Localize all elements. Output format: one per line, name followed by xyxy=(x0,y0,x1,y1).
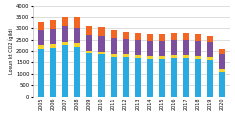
Bar xyxy=(147,59,153,97)
Bar xyxy=(38,30,44,45)
Bar xyxy=(62,42,68,45)
Bar xyxy=(98,52,105,55)
Bar xyxy=(183,58,189,97)
Y-axis label: Losun kt CO2 ígildi: Losun kt CO2 ígildi xyxy=(8,28,14,74)
Bar xyxy=(219,69,225,71)
Bar xyxy=(98,55,105,97)
Bar xyxy=(74,28,80,43)
Bar xyxy=(183,55,189,58)
Bar xyxy=(147,34,153,41)
Bar xyxy=(50,48,56,97)
Bar xyxy=(50,20,56,29)
Bar xyxy=(219,55,225,69)
Bar xyxy=(207,42,213,57)
Bar xyxy=(123,57,129,97)
Bar xyxy=(159,59,165,97)
Bar xyxy=(38,22,44,30)
Bar xyxy=(147,56,153,59)
Bar xyxy=(110,54,117,57)
Bar xyxy=(74,17,80,28)
Bar xyxy=(183,33,189,40)
Bar xyxy=(135,40,141,55)
Bar xyxy=(183,40,189,55)
Bar xyxy=(123,54,129,57)
Bar xyxy=(159,56,165,59)
Bar xyxy=(98,36,105,52)
Bar xyxy=(62,45,68,97)
Bar xyxy=(123,39,129,54)
Bar xyxy=(207,36,213,42)
Bar xyxy=(135,58,141,97)
Bar xyxy=(86,35,93,51)
Bar xyxy=(171,33,177,40)
Bar xyxy=(135,33,141,40)
Bar xyxy=(195,56,201,59)
Bar xyxy=(62,17,68,26)
Bar xyxy=(50,44,56,48)
Bar xyxy=(219,71,225,97)
Bar xyxy=(110,57,117,97)
Bar xyxy=(38,45,44,49)
Bar xyxy=(195,41,201,56)
Bar xyxy=(86,26,93,35)
Bar xyxy=(171,55,177,58)
Bar xyxy=(38,49,44,97)
Bar xyxy=(207,57,213,60)
Bar xyxy=(195,34,201,41)
Bar xyxy=(123,32,129,39)
Bar xyxy=(74,43,80,47)
Bar xyxy=(74,47,80,97)
Bar xyxy=(86,51,93,53)
Bar xyxy=(62,26,68,42)
Bar xyxy=(195,59,201,97)
Bar xyxy=(50,29,56,44)
Bar xyxy=(98,27,105,36)
Bar xyxy=(171,40,177,55)
Bar xyxy=(86,53,93,97)
Bar xyxy=(110,30,117,38)
Bar xyxy=(110,38,117,54)
Bar xyxy=(171,58,177,97)
Bar xyxy=(219,49,225,55)
Bar xyxy=(159,34,165,41)
Bar xyxy=(207,60,213,97)
Bar xyxy=(147,41,153,56)
Bar xyxy=(135,55,141,58)
Bar xyxy=(159,41,165,56)
